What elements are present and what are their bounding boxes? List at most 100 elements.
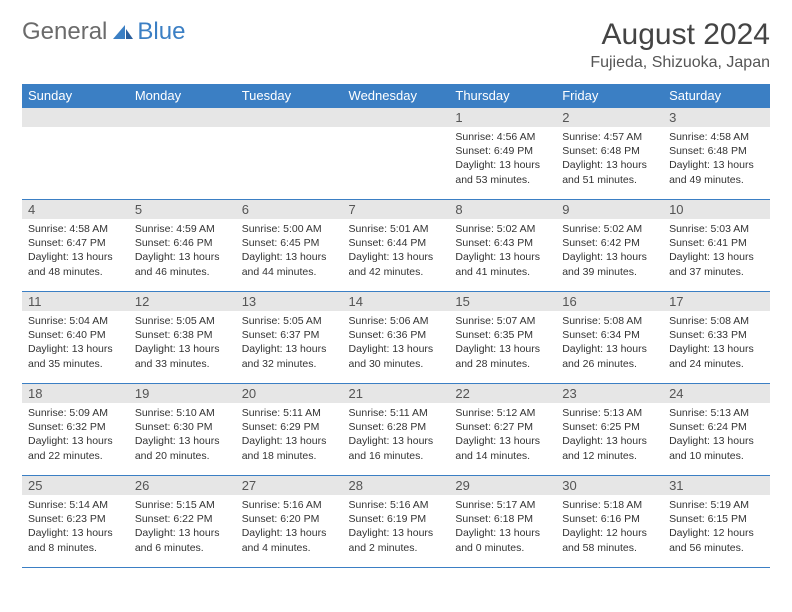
sunrise-text: Sunrise: 5:15 AM (135, 498, 230, 512)
weekday-header: Thursday (449, 84, 556, 108)
day-number: 14 (343, 292, 450, 311)
daylight-text: Daylight: 13 hours and 24 minutes. (669, 342, 764, 370)
calendar-day-cell: 10Sunrise: 5:03 AMSunset: 6:41 PMDayligh… (663, 200, 770, 292)
calendar-day-cell: 3Sunrise: 4:58 AMSunset: 6:48 PMDaylight… (663, 108, 770, 200)
day-details: Sunrise: 5:19 AMSunset: 6:15 PMDaylight:… (663, 495, 770, 559)
sunset-text: Sunset: 6:33 PM (669, 328, 764, 342)
calendar-day-cell: 13Sunrise: 5:05 AMSunset: 6:37 PMDayligh… (236, 292, 343, 384)
sunset-text: Sunset: 6:37 PM (242, 328, 337, 342)
sunset-text: Sunset: 6:49 PM (455, 144, 550, 158)
day-number: 30 (556, 476, 663, 495)
sunset-text: Sunset: 6:28 PM (349, 420, 444, 434)
calendar-day-cell: 18Sunrise: 5:09 AMSunset: 6:32 PMDayligh… (22, 384, 129, 476)
sunset-text: Sunset: 6:20 PM (242, 512, 337, 526)
calendar-day-cell: 28Sunrise: 5:16 AMSunset: 6:19 PMDayligh… (343, 476, 450, 568)
sunset-text: Sunset: 6:29 PM (242, 420, 337, 434)
day-number: 20 (236, 384, 343, 403)
daylight-text: Daylight: 13 hours and 49 minutes. (669, 158, 764, 186)
day-number: 7 (343, 200, 450, 219)
daylight-text: Daylight: 13 hours and 0 minutes. (455, 526, 550, 554)
day-number: 9 (556, 200, 663, 219)
sunset-text: Sunset: 6:34 PM (562, 328, 657, 342)
daylight-text: Daylight: 13 hours and 51 minutes. (562, 158, 657, 186)
daylight-text: Daylight: 13 hours and 39 minutes. (562, 250, 657, 278)
sunset-text: Sunset: 6:44 PM (349, 236, 444, 250)
calendar-week-row: 1Sunrise: 4:56 AMSunset: 6:49 PMDaylight… (22, 108, 770, 200)
day-number: 10 (663, 200, 770, 219)
calendar-day-cell: 17Sunrise: 5:08 AMSunset: 6:33 PMDayligh… (663, 292, 770, 384)
sunset-text: Sunset: 6:30 PM (135, 420, 230, 434)
calendar-day-cell: 19Sunrise: 5:10 AMSunset: 6:30 PMDayligh… (129, 384, 236, 476)
calendar-day-cell: 8Sunrise: 5:02 AMSunset: 6:43 PMDaylight… (449, 200, 556, 292)
logo-text-blue: Blue (137, 18, 185, 46)
calendar-day-cell: 25Sunrise: 5:14 AMSunset: 6:23 PMDayligh… (22, 476, 129, 568)
day-number: 24 (663, 384, 770, 403)
calendar-day-cell: 4Sunrise: 4:58 AMSunset: 6:47 PMDaylight… (22, 200, 129, 292)
calendar-day-cell: 14Sunrise: 5:06 AMSunset: 6:36 PMDayligh… (343, 292, 450, 384)
sunset-text: Sunset: 6:38 PM (135, 328, 230, 342)
sunset-text: Sunset: 6:24 PM (669, 420, 764, 434)
calendar-day-cell: 27Sunrise: 5:16 AMSunset: 6:20 PMDayligh… (236, 476, 343, 568)
day-number: 3 (663, 108, 770, 127)
sunrise-text: Sunrise: 5:10 AM (135, 406, 230, 420)
day-details: Sunrise: 5:16 AMSunset: 6:19 PMDaylight:… (343, 495, 450, 559)
sunrise-text: Sunrise: 5:06 AM (349, 314, 444, 328)
sunrise-text: Sunrise: 4:57 AM (562, 130, 657, 144)
sunset-text: Sunset: 6:41 PM (669, 236, 764, 250)
location-subtitle: Fujieda, Shizuoka, Japan (590, 54, 770, 72)
sunrise-text: Sunrise: 5:13 AM (562, 406, 657, 420)
calendar-day-cell (22, 108, 129, 200)
sunset-text: Sunset: 6:19 PM (349, 512, 444, 526)
sunrise-text: Sunrise: 5:05 AM (135, 314, 230, 328)
sunrise-text: Sunrise: 5:13 AM (669, 406, 764, 420)
calendar-day-cell: 24Sunrise: 5:13 AMSunset: 6:24 PMDayligh… (663, 384, 770, 476)
day-details: Sunrise: 5:13 AMSunset: 6:25 PMDaylight:… (556, 403, 663, 467)
day-details: Sunrise: 5:13 AMSunset: 6:24 PMDaylight:… (663, 403, 770, 467)
calendar-day-cell (343, 108, 450, 200)
calendar-week-row: 18Sunrise: 5:09 AMSunset: 6:32 PMDayligh… (22, 384, 770, 476)
day-number: 22 (449, 384, 556, 403)
day-number: 12 (129, 292, 236, 311)
day-details: Sunrise: 5:01 AMSunset: 6:44 PMDaylight:… (343, 219, 450, 283)
sunset-text: Sunset: 6:25 PM (562, 420, 657, 434)
day-number: 11 (22, 292, 129, 311)
sunset-text: Sunset: 6:35 PM (455, 328, 550, 342)
day-details: Sunrise: 5:04 AMSunset: 6:40 PMDaylight:… (22, 311, 129, 375)
sunrise-text: Sunrise: 5:16 AM (349, 498, 444, 512)
day-number: 25 (22, 476, 129, 495)
calendar-week-row: 11Sunrise: 5:04 AMSunset: 6:40 PMDayligh… (22, 292, 770, 384)
weekday-header: Monday (129, 84, 236, 108)
sunrise-text: Sunrise: 5:09 AM (28, 406, 123, 420)
day-details: Sunrise: 5:11 AMSunset: 6:29 PMDaylight:… (236, 403, 343, 467)
sunrise-text: Sunrise: 5:14 AM (28, 498, 123, 512)
sunset-text: Sunset: 6:48 PM (669, 144, 764, 158)
calendar-day-cell: 11Sunrise: 5:04 AMSunset: 6:40 PMDayligh… (22, 292, 129, 384)
calendar-body: 1Sunrise: 4:56 AMSunset: 6:49 PMDaylight… (22, 108, 770, 568)
sunrise-text: Sunrise: 5:05 AM (242, 314, 337, 328)
sunrise-text: Sunrise: 5:03 AM (669, 222, 764, 236)
calendar-day-cell (129, 108, 236, 200)
daylight-text: Daylight: 13 hours and 16 minutes. (349, 434, 444, 462)
day-number (236, 108, 343, 127)
daylight-text: Daylight: 13 hours and 22 minutes. (28, 434, 123, 462)
sunset-text: Sunset: 6:32 PM (28, 420, 123, 434)
day-number: 8 (449, 200, 556, 219)
calendar-day-cell: 12Sunrise: 5:05 AMSunset: 6:38 PMDayligh… (129, 292, 236, 384)
calendar-day-cell: 7Sunrise: 5:01 AMSunset: 6:44 PMDaylight… (343, 200, 450, 292)
day-details: Sunrise: 4:58 AMSunset: 6:48 PMDaylight:… (663, 127, 770, 191)
month-title: August 2024 (590, 18, 770, 52)
day-details: Sunrise: 5:11 AMSunset: 6:28 PMDaylight:… (343, 403, 450, 467)
sunrise-text: Sunrise: 5:08 AM (669, 314, 764, 328)
sunrise-text: Sunrise: 5:12 AM (455, 406, 550, 420)
day-number: 2 (556, 108, 663, 127)
day-number (22, 108, 129, 127)
sunrise-text: Sunrise: 5:00 AM (242, 222, 337, 236)
sunset-text: Sunset: 6:18 PM (455, 512, 550, 526)
daylight-text: Daylight: 12 hours and 56 minutes. (669, 526, 764, 554)
day-details: Sunrise: 5:16 AMSunset: 6:20 PMDaylight:… (236, 495, 343, 559)
calendar-day-cell: 9Sunrise: 5:02 AMSunset: 6:42 PMDaylight… (556, 200, 663, 292)
daylight-text: Daylight: 13 hours and 18 minutes. (242, 434, 337, 462)
day-number (343, 108, 450, 127)
day-details: Sunrise: 5:05 AMSunset: 6:37 PMDaylight:… (236, 311, 343, 375)
calendar-day-cell: 31Sunrise: 5:19 AMSunset: 6:15 PMDayligh… (663, 476, 770, 568)
